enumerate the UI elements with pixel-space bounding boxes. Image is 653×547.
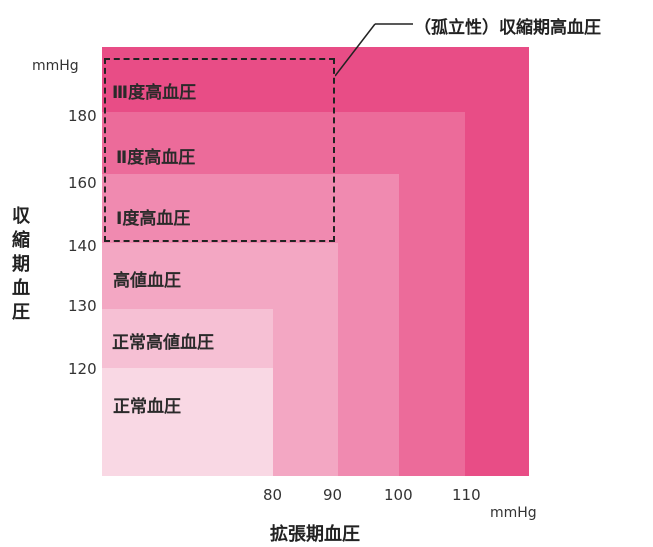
zone-label-high-normal: 高値血圧 [113,271,181,291]
x-unit: mmHg [490,505,537,521]
y-tick-130: 130 [68,297,97,315]
y-tick-180: 180 [68,107,97,125]
isolated-systolic-box [104,58,335,242]
y-tick-160: 160 [68,174,97,192]
isolated-systolic-label: （孤立性）収縮期高血圧 [414,18,601,38]
x-axis-label: 拡張期血圧 [270,524,360,545]
x-tick-100: 100 [384,486,413,504]
y-axis-label: 収縮期血圧 [12,206,30,323]
zone-label-grade1: Ⅰ度高血圧 [116,209,191,229]
x-tick-90: 90 [323,486,343,504]
zone-normal [102,368,273,476]
zone-label-grade2: Ⅱ度高血圧 [116,148,196,168]
y-tick-120: 120 [68,360,97,378]
zone-label-normal-high: 正常高値血圧 [112,333,214,353]
y-tick-140: 140 [68,237,97,255]
zone-label-grade3: Ⅲ度高血圧 [112,83,197,103]
x-tick-80: 80 [263,486,283,504]
leader-line [335,23,413,77]
y-unit: mmHg [32,58,79,74]
zone-label-normal: 正常血圧 [113,397,181,417]
x-tick-110: 110 [452,486,481,504]
